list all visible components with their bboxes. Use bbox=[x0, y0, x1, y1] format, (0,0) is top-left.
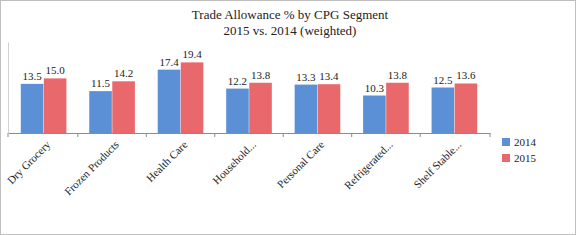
data-label: 12.2 bbox=[228, 75, 247, 87]
bar bbox=[249, 83, 272, 133]
data-label: 13.8 bbox=[251, 69, 271, 81]
x-tick: Dry Grocery bbox=[5, 133, 53, 186]
data-label: 12.5 bbox=[433, 74, 453, 86]
bar bbox=[21, 84, 44, 133]
bar bbox=[226, 89, 249, 133]
data-label: 13.8 bbox=[388, 69, 408, 81]
series bbox=[44, 62, 477, 133]
y-axis-line bbox=[8, 43, 9, 134]
x-tick-label: Household... bbox=[210, 138, 258, 186]
legend-item: 2014 bbox=[502, 136, 537, 148]
x-separator bbox=[214, 133, 215, 137]
series bbox=[21, 70, 454, 133]
data-label: 13.5 bbox=[22, 70, 42, 82]
data-label: 13.6 bbox=[456, 69, 476, 81]
x-separator bbox=[490, 133, 491, 137]
x-tick-label: Personal Care bbox=[275, 138, 327, 190]
x-tick-label: Health Care bbox=[144, 138, 190, 184]
y-axis bbox=[8, 43, 9, 134]
data-label: 13.4 bbox=[319, 70, 339, 82]
data-label: 19.4 bbox=[182, 48, 202, 60]
legend-label: 2014 bbox=[514, 136, 537, 148]
legend-label: 2015 bbox=[514, 152, 537, 164]
chart: Trade Allowance % by CPG Segment2015 vs.… bbox=[0, 0, 576, 235]
legend-swatch bbox=[502, 154, 510, 162]
title: Trade Allowance % by CPG Segment bbox=[192, 7, 389, 22]
bar bbox=[318, 84, 341, 133]
x-separator bbox=[8, 133, 9, 137]
data-label: 14.2 bbox=[114, 67, 133, 79]
x-separators bbox=[8, 133, 490, 137]
bar bbox=[89, 91, 112, 133]
bar bbox=[432, 88, 455, 134]
bar bbox=[44, 78, 67, 133]
x-tick-label: Frozen Products bbox=[62, 138, 121, 197]
x-separator bbox=[146, 133, 147, 137]
x-tick-label: Shelf Stable... bbox=[411, 138, 463, 190]
bar bbox=[455, 83, 478, 133]
legend-swatch bbox=[502, 138, 510, 146]
x-tick: Personal Care bbox=[275, 133, 327, 190]
x-separator bbox=[283, 133, 284, 137]
subtitle: 2015 vs. 2014 (weighted) bbox=[224, 23, 357, 38]
x-tick: Household... bbox=[210, 133, 258, 186]
bar bbox=[295, 85, 318, 133]
x-tick: Shelf Stable... bbox=[411, 133, 463, 190]
data-label: 15.0 bbox=[46, 64, 66, 76]
x-tick: Frozen Products bbox=[62, 133, 121, 198]
data-label: 17.4 bbox=[159, 56, 179, 68]
chart-border bbox=[1, 1, 576, 235]
data-labels: 13.5 11.5 17.4 12.2 13.3 10.3 12.5 15.0 14.2 19.4… bbox=[22, 48, 476, 93]
x-axis-line bbox=[9, 133, 491, 134]
x-separator bbox=[77, 133, 78, 137]
bar bbox=[112, 81, 135, 133]
data-label: 11.5 bbox=[91, 77, 110, 89]
x-tick-label: Refrigerated... bbox=[342, 138, 395, 191]
x-separator bbox=[351, 133, 352, 137]
x-tick: Refrigerated... bbox=[342, 133, 395, 191]
bar bbox=[158, 70, 181, 133]
data-label: 13.3 bbox=[296, 71, 316, 83]
legend-item: 2015 bbox=[502, 152, 537, 164]
x-tick: Health Care bbox=[144, 133, 190, 184]
bars bbox=[21, 62, 477, 133]
data-label: 10.3 bbox=[365, 82, 385, 94]
x-separator bbox=[420, 133, 421, 137]
bar bbox=[181, 62, 204, 133]
bar bbox=[363, 96, 386, 133]
legend: 2014 2015 bbox=[502, 136, 537, 164]
x-axis: Dry GroceryFrozen Products Health Care Hou… bbox=[5, 133, 491, 198]
x-tick-label: Dry Grocery bbox=[5, 138, 53, 186]
bar bbox=[386, 83, 409, 133]
